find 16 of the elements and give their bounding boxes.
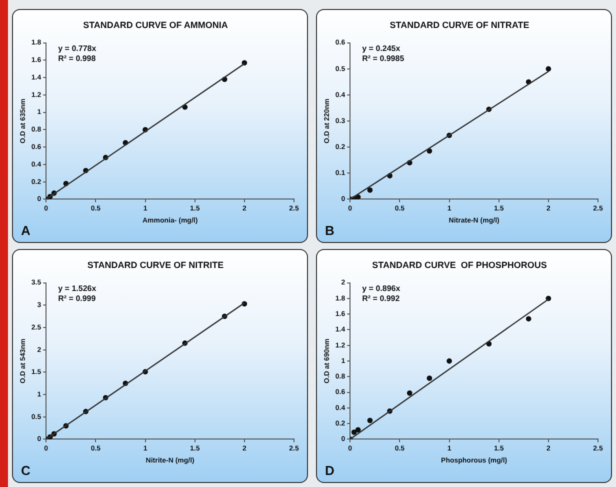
text: D <box>325 463 334 478</box>
annotation: R² = 0.9985 <box>362 54 405 64</box>
chart-title: STANDARD CURVE OF NITRITE <box>87 260 224 270</box>
annotation: R² = 0.992 <box>362 294 400 304</box>
chart-title: STANDARD CURVE OF NITRATE <box>390 20 530 30</box>
text: B <box>325 223 334 238</box>
text: A <box>21 223 31 238</box>
annotation: y = 0.778x <box>58 44 97 54</box>
annotation: y = 0.896x <box>362 284 401 294</box>
chart-title: STANDARD CURVE OF PHOSPHOROUS <box>372 260 547 270</box>
annotation: y = 1.526x <box>58 284 97 294</box>
annotation: y = 0.245x <box>362 44 401 54</box>
text: C <box>21 463 31 478</box>
annotation: R² = 0.999 <box>58 294 96 304</box>
annotation: R² = 0.998 <box>58 54 96 64</box>
chart-title: STANDARD CURVE OF AMMONIA <box>83 20 228 30</box>
